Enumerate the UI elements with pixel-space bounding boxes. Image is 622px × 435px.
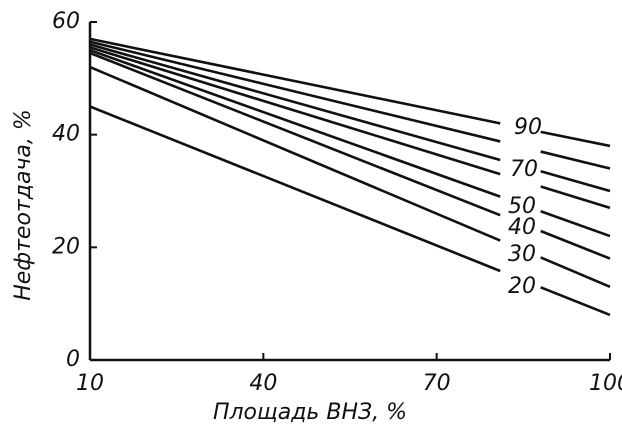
line bbox=[89, 40, 611, 170]
y-tick-label: 20 bbox=[52, 234, 80, 259]
x-tick-label: 100 bbox=[589, 371, 622, 396]
line-label: 20 bbox=[508, 274, 536, 299]
line bbox=[89, 37, 611, 148]
y-tick-label: 0 bbox=[66, 347, 80, 372]
line bbox=[89, 48, 611, 238]
line bbox=[89, 51, 611, 260]
line-label: 90 bbox=[514, 115, 542, 140]
y-axis-title: Нефтеотдача, % bbox=[11, 109, 36, 301]
line-label: 40 bbox=[508, 215, 536, 240]
y-tick-label: 40 bbox=[52, 122, 80, 147]
x-tick-label: 40 bbox=[249, 371, 277, 396]
y-tick-label: 60 bbox=[52, 9, 80, 34]
line-label: 70 bbox=[510, 157, 538, 182]
line-label: 30 bbox=[508, 242, 536, 267]
line bbox=[89, 43, 611, 193]
line bbox=[89, 46, 611, 210]
line bbox=[89, 65, 611, 288]
line bbox=[89, 105, 611, 317]
x-axis-title: Площадь ВНЗ, % bbox=[213, 400, 407, 425]
x-tick-label: 70 bbox=[423, 371, 451, 396]
line-label: 50 bbox=[508, 194, 536, 219]
x-tick-label: 10 bbox=[76, 371, 104, 396]
